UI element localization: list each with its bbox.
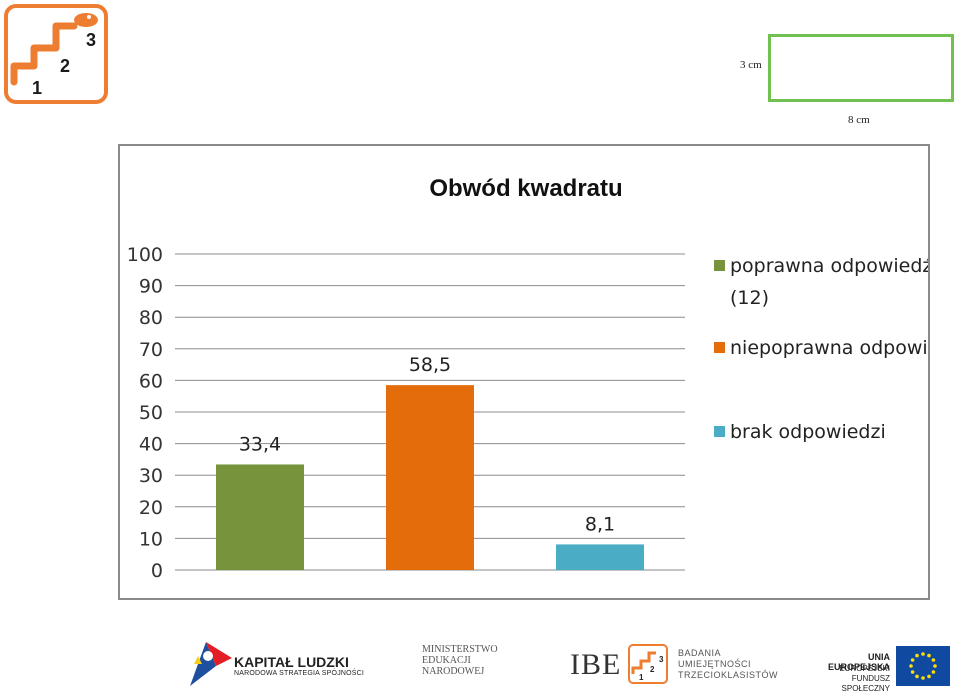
ministerstwo-line: NARODOWEJ (422, 666, 485, 677)
eu-star-icon (915, 653, 919, 658)
y-tick-label: 80 (139, 307, 163, 329)
eu-star-icon (915, 674, 919, 679)
legend-label: poprawna odpowiedź (730, 255, 928, 277)
bar-chart: Obwód kwadratu 0 10 20 30 40 50 60 70 80 90 100 33… (127, 175, 928, 582)
logo-number-3: 3 (86, 30, 96, 50)
chart-frame: Obwód kwadratu 0 10 20 30 40 50 60 70 80 90 100 33… (118, 144, 930, 600)
bar (556, 544, 644, 570)
rectangle-figure (768, 34, 954, 102)
ministerstwo-logo: MINISTERSTWO EDUKACJI NARODOWEJ (422, 644, 498, 677)
eu-star-icon (910, 658, 915, 662)
data-label: 58,5 (409, 354, 451, 376)
y-tick-label: 100 (127, 244, 163, 266)
bar (216, 464, 304, 570)
y-tick-label: 90 (139, 276, 163, 298)
y-tick-label: 50 (139, 402, 163, 424)
eu-star-icon (921, 676, 925, 680)
data-label: 8,1 (585, 513, 615, 535)
y-tick-label: 0 (151, 560, 163, 582)
legend-label: brak odpowiedzi (730, 421, 886, 443)
y-tick-label: 20 (139, 497, 163, 519)
data-labels: 33,4 58,5 8,1 (239, 354, 615, 535)
ibe-line: BADANIA (678, 648, 722, 658)
ibe-snake-logo-icon: 1 2 3 (628, 644, 668, 684)
ministerstwo-line: MINISTERSTWO (422, 644, 498, 655)
bar (386, 385, 474, 570)
ibe-line: TRZECIOKLASISTÓW (678, 670, 779, 680)
rect-width-label: 8 cm (848, 114, 870, 126)
eu-star-icon (921, 652, 925, 656)
data-label: 33,4 (239, 433, 281, 455)
rect-height-label: 3 cm (740, 59, 762, 71)
ministerstwo-line: EDUKACJI (422, 655, 471, 666)
snake-stairs-logo-icon: 1 2 3 (4, 4, 108, 104)
legend-swatch (714, 426, 725, 437)
svg-text:1: 1 (639, 673, 644, 682)
y-tick-label: 30 (139, 465, 163, 487)
legend-swatch (714, 342, 725, 353)
bars (216, 385, 644, 570)
eu-star-icon (927, 674, 931, 679)
legend: poprawna odpowiedź (12) niepoprawna odpowi… (714, 255, 928, 443)
eu-star-icon (910, 670, 915, 674)
eu-star-icon (933, 664, 937, 668)
y-tick-label: 40 (139, 434, 163, 456)
ue-subtitle: EUROPEJSKI FUNDUSZ SPOŁECZNY (808, 664, 890, 694)
eu-star-icon (931, 670, 936, 674)
ibe-name: IBE (570, 648, 622, 681)
ue-line: FUNDUSZ SPOŁECZNY (841, 674, 890, 693)
legend-label: (12) (730, 287, 769, 309)
svg-text:3: 3 (659, 655, 664, 664)
eu-flag-icon (896, 646, 950, 686)
ue-line: EUROPEJSKI (839, 664, 890, 673)
y-axis-ticks: 0 10 20 30 40 50 60 70 80 90 100 (127, 244, 163, 582)
eu-star-icon (909, 664, 913, 668)
ibe-line: UMIEJĘTNOŚCI (678, 659, 752, 669)
y-tick-label: 10 (139, 528, 163, 550)
eu-star-icon (927, 653, 931, 658)
kapital-ludzki-title: KAPITAŁ LUDZKI (234, 654, 349, 670)
y-tick-label: 60 (139, 370, 163, 392)
chart-title: Obwód kwadratu (429, 175, 622, 202)
logo-number-1: 1 (32, 78, 42, 98)
kapital-ludzki-subtitle: NARODOWA STRATEGIA SPÓJNOŚCI (234, 670, 365, 677)
ibe-subtitle: BADANIA UMIEJĘTNOŚCI TRZECIOKLASISTÓW (678, 648, 778, 681)
legend-swatch (714, 260, 725, 271)
ue-title: UNIA EUROPEJSKA (827, 652, 890, 672)
eu-star-icon (931, 658, 936, 662)
kapital-ludzki-star-icon (190, 642, 232, 686)
legend-label: niepoprawna odpowiedź (730, 337, 928, 359)
kapital-ludzki-logo (186, 636, 376, 688)
logo-number-2: 2 (60, 56, 70, 76)
svg-text:2: 2 (650, 665, 655, 674)
y-tick-label: 70 (139, 339, 163, 361)
